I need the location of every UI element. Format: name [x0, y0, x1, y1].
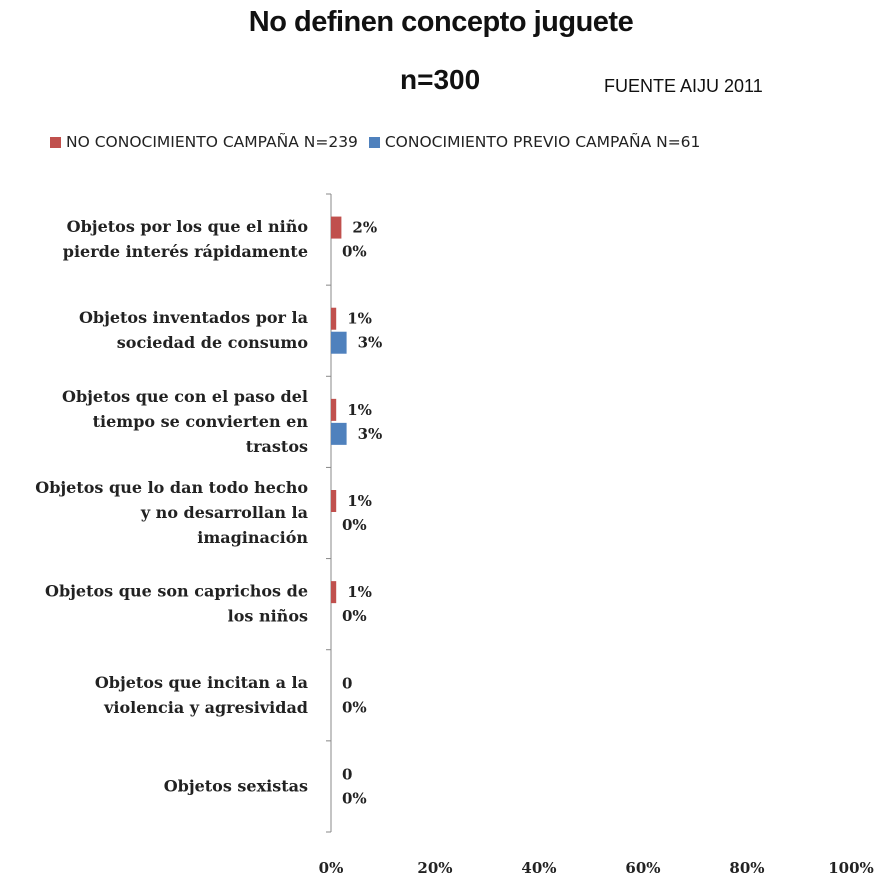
legend-item-conocimiento-previo: CONOCIMIENTO PREVIO CAMPAÑA N=61 — [368, 133, 701, 151]
category-label: Objetos inventados por la sociedad de con… — [79, 308, 308, 352]
category-label-line: violencia y agresividad — [103, 698, 308, 717]
chart-title: No definen concepto juguete — [248, 6, 634, 38]
category-label-line: sociedad de consumo — [117, 333, 309, 352]
data-label: 0 — [342, 765, 352, 783]
data-label: 1% — [347, 583, 372, 601]
data-label: 0% — [342, 243, 367, 261]
bar-no-conocimiento — [331, 398, 337, 421]
data-label: 1% — [347, 401, 372, 419]
data-label: 3% — [358, 425, 383, 443]
category-label-line: Objetos por los que el niño — [67, 217, 309, 236]
bar-conocimiento-previo — [331, 422, 347, 445]
category-label-line: trastos — [246, 437, 308, 456]
category-label: Objetos que lo dan todo hecho y no desarr… — [35, 478, 308, 547]
x-tick-label: 100% — [828, 859, 874, 877]
legend-swatch-no-conocimiento — [50, 136, 61, 148]
bar-no-conocimiento — [331, 307, 337, 330]
data-label: 2% — [352, 219, 377, 237]
legend-swatch-conocimiento-previo — [368, 136, 380, 148]
x-tick-label: 0% — [319, 859, 344, 877]
legend-label-conocimiento-previo: CONOCIMIENTO PREVIO CAMPAÑA N=61 — [384, 133, 701, 151]
data-label: 0% — [342, 698, 367, 716]
category-label-line: pierde interés rápidamente — [63, 242, 308, 261]
category-label-line: Objetos que son caprichos de — [45, 582, 308, 601]
bar-no-conocimiento — [331, 490, 337, 512]
category-label: Objetos sexistas — [164, 776, 308, 795]
category-label-line: Objetos que con el paso del — [62, 387, 308, 406]
category-label-line: Objetos que incitan a la — [95, 673, 308, 692]
category-label: Objetos que son caprichos de los niños — [45, 582, 308, 626]
category-label-line: los niños — [228, 607, 308, 626]
x-tick-label: 80% — [729, 859, 764, 877]
category-label: Objetos por los que el niño pierde interé… — [63, 217, 309, 261]
bar-no-conocimiento — [331, 581, 337, 604]
data-label: 0% — [342, 516, 367, 534]
bar-no-conocimiento — [331, 216, 342, 239]
bar-conocimiento-previo — [331, 331, 347, 354]
category-label-line: Objetos sexistas — [164, 776, 308, 795]
data-label: 1% — [347, 492, 372, 510]
x-tick-label: 60% — [625, 859, 660, 877]
chart-legend: NO CONOCIMIENTO CAMPAÑA N=239 CONOCIMIEN… — [50, 133, 700, 152]
chart-subtitle: n=300 — [400, 64, 481, 95]
category-label-line: y no desarrollan la — [140, 503, 308, 522]
legend-label-no-conocimiento: NO CONOCIMIENTO CAMPAÑA N=239 — [66, 133, 358, 151]
category-label: Objetos que incitan a la violencia y agre… — [95, 673, 308, 717]
category-label-line: imaginación — [197, 528, 308, 547]
category-label: Objetos que con el paso del tiempo se con… — [62, 387, 308, 456]
data-label: 3% — [358, 334, 383, 352]
legend-item-no-conocimiento: NO CONOCIMIENTO CAMPAÑA N=239 — [50, 133, 358, 151]
data-label: 0 — [342, 674, 352, 692]
category-label-line: Objetos inventados por la — [79, 308, 308, 327]
category-label-line: Objetos que lo dan todo hecho — [35, 478, 308, 497]
data-label: 1% — [347, 310, 372, 328]
data-label: 0% — [342, 607, 367, 625]
x-tick-label: 40% — [521, 859, 556, 877]
category-label-line: tiempo se convierten en — [93, 412, 309, 431]
data-label: 0% — [342, 789, 367, 807]
x-tick-label: 20% — [417, 859, 452, 877]
chart-source: FUENTE AIJU 2011 — [604, 76, 763, 96]
